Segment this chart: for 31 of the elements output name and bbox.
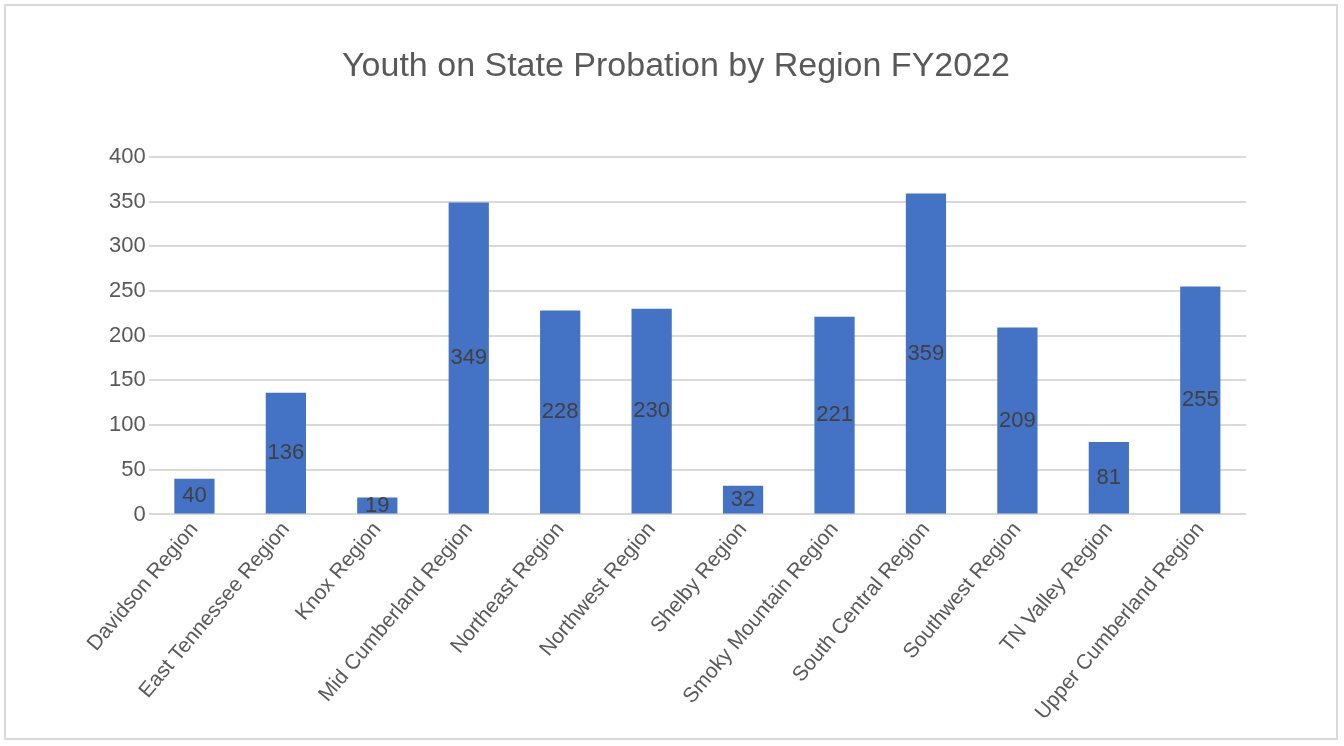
bar — [905, 193, 947, 514]
y-tick-label: 400 — [108, 142, 146, 168]
y-tick-label: 150 — [108, 366, 146, 392]
bar — [265, 392, 306, 514]
data-label: 221 — [816, 401, 853, 427]
data-label: 32 — [730, 485, 756, 511]
data-label: 209 — [999, 406, 1036, 432]
data-label: 255 — [1181, 386, 1219, 411]
y-tick-label: 0 — [133, 500, 146, 526]
y-tick-label: 300 — [108, 232, 146, 258]
data-label: 40 — [182, 482, 207, 508]
data-label: 359 — [907, 339, 945, 365]
y-tick-label: 200 — [108, 321, 146, 347]
bar — [1180, 286, 1221, 514]
data-label: 136 — [267, 439, 305, 465]
y-tick-label: 50 — [121, 455, 146, 481]
y-tick-label: 100 — [108, 411, 146, 437]
y-tick-label: 250 — [108, 276, 146, 302]
bar — [814, 316, 855, 514]
bar — [1088, 442, 1129, 514]
y-tick-label: 350 — [108, 187, 146, 213]
bar — [631, 308, 672, 514]
data-label: 349 — [450, 343, 488, 369]
chart-title: Youth on State Probation by Region FY2022 — [342, 44, 1010, 83]
data-label: 230 — [633, 397, 670, 423]
data-label: 81 — [1096, 463, 1122, 489]
bar — [540, 310, 581, 514]
bar — [997, 327, 1038, 514]
data-label: 228 — [541, 398, 579, 424]
data-label: 19 — [365, 491, 390, 517]
bar — [448, 202, 489, 514]
